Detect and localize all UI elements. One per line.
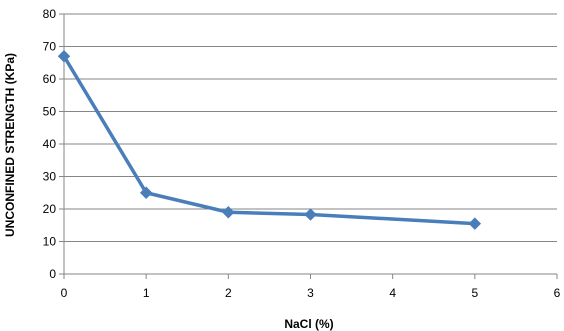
axes [59,13,558,279]
y-tick-label: 80 [43,7,57,21]
y-tick-label: 30 [43,170,57,184]
x-tick-label: 0 [61,286,68,300]
x-tick-label: 3 [307,286,314,300]
series-line-0 [62,55,475,226]
x-tick-label: 2 [225,286,232,300]
y-tick-label: 0 [49,267,56,281]
y-tick-label: 10 [43,235,57,249]
x-tick-label: 4 [389,286,396,300]
x-tick-label: 5 [471,286,478,300]
y-tick-label: 70 [43,40,57,54]
x-tick-label: 6 [554,286,561,300]
y-tick-label: 60 [43,72,57,86]
data-point-marker [222,206,235,219]
x-axis-title: NaCl (%) [284,317,333,331]
y-tick-label: 20 [43,202,57,216]
y-axis-title: UNCONFINED STRENGTH (KPa) [3,53,17,237]
data-point-marker [468,217,482,230]
gridlines [64,13,557,242]
y-tick-label: 50 [43,105,57,119]
tick-labels: 0 10 20 30 40 50 60 70 80 0 1 2 3 4 5 6 [43,7,561,300]
y-tick-label: 40 [43,137,57,151]
data-point-marker [304,208,317,221]
x-tick-label: 1 [143,286,150,300]
data-point-marker [139,186,153,199]
series-line [57,50,482,230]
data-point-marker [57,50,71,63]
